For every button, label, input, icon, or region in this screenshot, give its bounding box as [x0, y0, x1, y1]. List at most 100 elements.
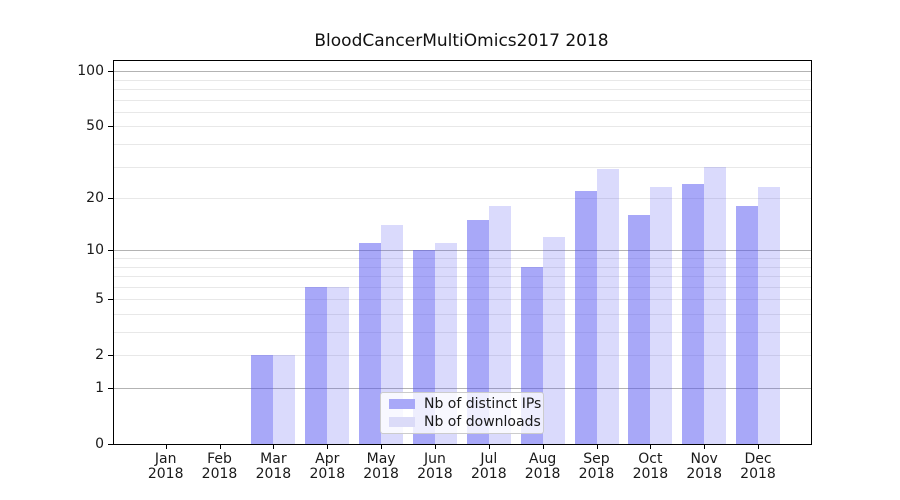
x-tick-month: Jun	[423, 451, 446, 467]
gridline-minor-7	[114, 276, 811, 277]
gridline-minor-90	[114, 79, 811, 81]
x-tick-jan	[165, 445, 167, 449]
x-tick-year: 2018	[578, 466, 615, 482]
x-tick-jul	[488, 445, 490, 449]
x-tick-label-may: May 2018	[353, 452, 409, 482]
x-tick-year: 2018	[309, 466, 346, 482]
x-tick-month: Dec	[744, 451, 772, 467]
y-tick-100	[108, 71, 113, 73]
y-tick-label-2: 2	[95, 347, 104, 364]
x-tick-month: Sep	[583, 451, 610, 467]
bar-downloads-mar	[273, 355, 296, 444]
gridline-minor-6	[114, 286, 811, 288]
legend-swatch-distinct-ips	[389, 399, 415, 410]
x-tick-year: 2018	[255, 466, 292, 482]
x-tick-label-feb: Feb 2018	[192, 452, 248, 482]
y-tick-0	[108, 444, 113, 445]
x-tick-month: Aug	[528, 451, 557, 467]
plot-area: Nb of distinct IPs Nb of downloads	[113, 60, 812, 445]
legend-swatch-downloads	[389, 416, 415, 427]
x-tick-label-oct: Oct 2018	[622, 452, 678, 482]
legend-item-downloads: Nb of downloads	[389, 414, 541, 430]
bar-ips-mar	[251, 355, 274, 444]
bar-downloads-may	[381, 225, 404, 444]
bar-downloads-aug	[542, 236, 565, 444]
bar-downloads-nov	[704, 166, 727, 444]
y-tick-label-50: 50	[86, 118, 104, 135]
bar-downloads-sep	[596, 169, 619, 444]
x-tick-month: Jan	[154, 451, 177, 467]
legend-label-downloads: Nb of downloads	[424, 413, 541, 430]
y-tick-label-1: 1	[95, 380, 104, 396]
bar-ips-apr	[305, 286, 328, 444]
bar-downloads-oct	[650, 187, 673, 444]
y-tick-1	[108, 388, 113, 389]
gridline-minor-40	[114, 143, 811, 145]
gridline-minor-3	[114, 332, 811, 333]
x-tick-label-sep: Sep 2018	[569, 452, 625, 482]
y-tick-10	[108, 250, 113, 252]
x-tick-nov	[704, 445, 706, 449]
x-tick-year: 2018	[524, 466, 561, 482]
gridline-minor-2	[114, 355, 811, 357]
x-tick-year: 2018	[363, 466, 399, 482]
y-tick-5	[108, 299, 113, 301]
x-tick-mar	[273, 445, 275, 449]
legend-item-distinct-ips: Nb of distinct IPs	[389, 396, 541, 412]
x-tick-year: 2018	[686, 466, 722, 482]
gridline-minor-4	[114, 314, 811, 315]
x-tick-may	[381, 445, 383, 449]
chart-title: BloodCancerMultiOmics2017 2018	[314, 31, 609, 51]
x-tick-month: Feb	[207, 451, 232, 467]
x-tick-label-aug: Aug 2018	[515, 452, 571, 482]
y-tick-label-0: 0	[95, 436, 104, 452]
x-tick-oct	[650, 445, 652, 449]
x-tick-month: May	[366, 451, 396, 467]
bar-ips-nov	[682, 183, 705, 444]
gridline-minor-30	[114, 166, 811, 168]
bar-downloads-jul	[488, 206, 511, 444]
x-tick-label-nov: Nov 2018	[676, 452, 732, 482]
x-tick-month: Apr	[315, 451, 340, 467]
bar-ips-oct	[628, 215, 651, 444]
x-tick-year: 2018	[740, 466, 776, 482]
x-tick-month: Oct	[638, 451, 663, 467]
bar-downloads-dec	[758, 187, 781, 444]
x-tick-label-mar: Mar 2018	[245, 452, 301, 482]
x-tick-apr	[327, 445, 329, 449]
x-tick-label-dec: Dec 2018	[730, 452, 786, 482]
y-tick-label-10: 10	[86, 242, 104, 259]
x-tick-year: 2018	[632, 466, 669, 482]
gridline-minor-8	[114, 266, 811, 268]
x-tick-label-jul: Jul 2018	[461, 452, 517, 482]
gridline-minor-50	[114, 126, 811, 128]
x-tick-year: 2018	[470, 466, 507, 482]
gridline-minor-9	[114, 258, 811, 259]
x-tick-feb	[219, 445, 221, 449]
x-tick-year: 2018	[201, 466, 238, 482]
x-tick-sep	[596, 445, 598, 449]
x-tick-label-jun: Jun 2018	[407, 452, 463, 482]
x-tick-month: Jul	[480, 451, 498, 467]
gridline-minor-20	[114, 198, 811, 199]
gridline-minor-70	[114, 99, 811, 101]
gridline-major-10	[114, 250, 811, 252]
x-tick-label-apr: Apr 2018	[299, 452, 355, 482]
bar-downloads-apr	[327, 286, 350, 444]
x-tick-year: 2018	[147, 466, 184, 482]
y-tick-20	[108, 198, 113, 199]
gridline-major-100	[114, 71, 811, 73]
x-tick-month: Nov	[690, 451, 718, 467]
legend-label-distinct-ips: Nb of distinct IPs	[424, 396, 542, 413]
bar-ips-dec	[736, 206, 759, 444]
bar-ips-may	[359, 243, 382, 444]
gridline-minor-80	[114, 88, 811, 90]
gridline-major-1	[114, 388, 811, 389]
x-tick-dec	[758, 445, 759, 449]
y-tick-label-5: 5	[95, 291, 104, 308]
bar-ips-jul	[466, 220, 489, 444]
y-tick-50	[108, 126, 113, 128]
x-tick-jun	[434, 445, 436, 449]
gridline-minor-60	[114, 111, 811, 113]
